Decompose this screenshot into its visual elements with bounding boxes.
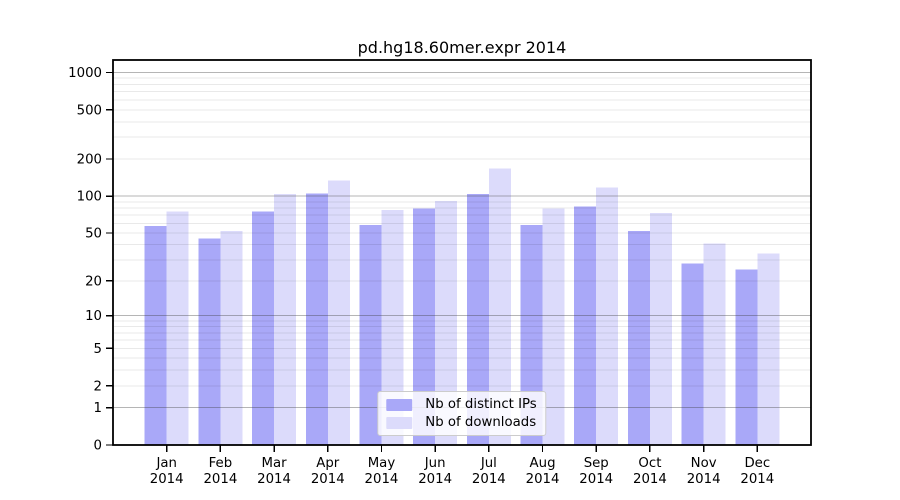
bar-downloads-dec <box>757 253 780 445</box>
bar-distinct-ips-jun <box>413 208 436 445</box>
x-tick-label-month: Mar <box>262 456 288 471</box>
y-tick-label: 5 <box>94 342 102 357</box>
bar-distinct-ips-aug <box>520 225 543 445</box>
x-tick-label-year: 2014 <box>687 472 721 487</box>
bar-distinct-ips-sep <box>574 206 597 445</box>
axes-spines <box>112 59 812 446</box>
x-tick-label-year: 2014 <box>365 472 399 487</box>
bar-distinct-ips-apr <box>305 193 328 445</box>
bar-downloads-jul <box>488 168 511 446</box>
y-tick-label: 50 <box>85 226 102 241</box>
x-tick-label-month: Oct <box>638 456 661 471</box>
x-tick-label-month: Jun <box>424 456 446 471</box>
legend-swatch-distinct-ips <box>386 398 413 411</box>
y-tick-label: 1 <box>94 401 102 416</box>
x-tick-label-year: 2014 <box>579 472 613 487</box>
x-tick-label-month: Nov <box>691 456 717 471</box>
x-tick-label-month: Sep <box>584 456 609 471</box>
x-tick-label-month: May <box>368 456 396 471</box>
y-tick-label: 0 <box>94 439 102 454</box>
bar-downloads-nov <box>703 243 726 445</box>
x-tick-label-month: Jul <box>480 456 497 471</box>
bar-distinct-ips-dec <box>735 269 758 445</box>
x-tick-label-year: 2014 <box>472 472 506 487</box>
x-tick-label-month: Dec <box>744 456 770 471</box>
y-tick-label: 10 <box>85 309 102 324</box>
x-tick-label-year: 2014 <box>311 472 345 487</box>
y-tick-label: 200 <box>77 153 102 168</box>
x-tick-label-year: 2014 <box>633 472 667 487</box>
x-tick-label-year: 2014 <box>740 472 774 487</box>
x-tick-label-month: Feb <box>209 456 233 471</box>
y-tick-label: 2 <box>94 379 102 394</box>
legend-item-distinct-ips: Nb of distinct IPs <box>386 397 537 412</box>
bar-distinct-ips-may <box>359 225 382 445</box>
bar-distinct-ips-feb <box>198 238 221 445</box>
x-tick-label-year: 2014 <box>203 472 237 487</box>
legend-swatch-downloads <box>386 416 413 429</box>
legend-label-distinct-ips: Nb of distinct IPs <box>425 397 537 412</box>
y-tick-label: 20 <box>85 274 102 289</box>
bar-distinct-ips-mar <box>252 211 275 445</box>
y-tick-label: 1000 <box>68 66 102 81</box>
x-tick-label-year: 2014 <box>150 472 184 487</box>
x-tick-label-month: Apr <box>316 456 340 471</box>
legend: Nb of distinct IPs Nb of downloads <box>377 391 547 436</box>
bar-downloads-may <box>381 210 404 445</box>
bar-distinct-ips-oct <box>627 230 650 445</box>
y-tick-label: 500 <box>77 103 102 118</box>
bar-distinct-ips-jul <box>466 194 489 445</box>
chart-title: pd.hg18.60mer.expr 2014 <box>357 38 567 57</box>
bar-downloads-aug <box>542 208 565 445</box>
legend-label-downloads: Nb of downloads <box>425 415 537 430</box>
x-tick-label-year: 2014 <box>526 472 560 487</box>
bar-downloads-jun <box>435 201 458 445</box>
bar-distinct-ips-nov <box>681 263 704 445</box>
bar-downloads-jan <box>166 211 189 445</box>
bar-downloads-oct <box>649 212 672 445</box>
bar-downloads-mar <box>274 194 297 445</box>
legend-item-downloads: Nb of downloads <box>386 415 536 430</box>
bar-downloads-feb <box>220 230 243 445</box>
y-tick-label: 100 <box>77 190 102 205</box>
x-tick-label-month: Jan <box>155 456 177 471</box>
x-tick-label-month: Aug <box>530 456 556 471</box>
bar-downloads-sep <box>596 187 619 445</box>
x-tick-label-year: 2014 <box>257 472 291 487</box>
bar-distinct-ips-jan <box>144 226 167 445</box>
bar-downloads-apr <box>327 180 350 445</box>
x-tick-label-year: 2014 <box>418 472 452 487</box>
